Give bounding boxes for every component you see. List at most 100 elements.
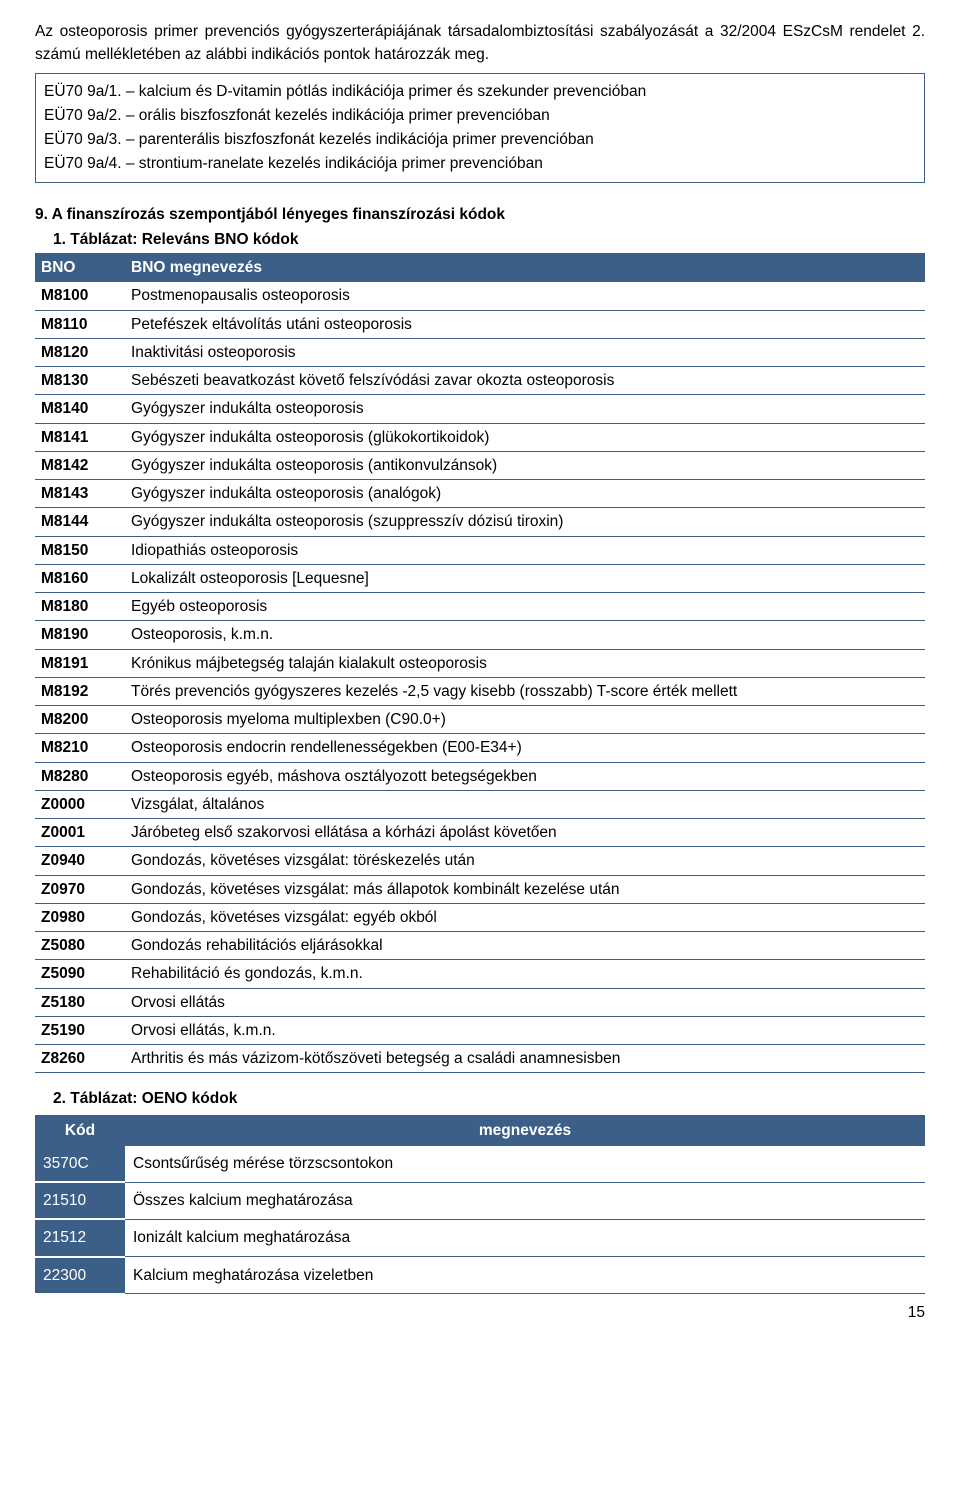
bno-code-cell: M8180 bbox=[35, 593, 125, 621]
bno-code-cell: Z5090 bbox=[35, 960, 125, 988]
table-row: M8141Gyógyszer indukálta osteoporosis (g… bbox=[35, 423, 925, 451]
bno-header-desc: BNO megnevezés bbox=[125, 253, 925, 282]
oeno-desc-cell: Ionizált kalcium meghatározása bbox=[125, 1219, 925, 1256]
bno-header-code: BNO bbox=[35, 253, 125, 282]
oeno-desc-cell: Összes kalcium meghatározása bbox=[125, 1182, 925, 1219]
bno-code-cell: M8200 bbox=[35, 706, 125, 734]
oeno-header-row: Kód megnevezés bbox=[35, 1115, 925, 1146]
table-row: 21510Összes kalcium meghatározása bbox=[35, 1182, 925, 1219]
table-row: M8143Gyógyszer indukálta osteoporosis (a… bbox=[35, 480, 925, 508]
bno-desc-cell: Törés prevenciós gyógyszeres kezelés -2,… bbox=[125, 677, 925, 705]
bno-header-row: BNO BNO megnevezés bbox=[35, 253, 925, 282]
section-9-heading: 9. A finanszírozás szempontjából lényege… bbox=[35, 203, 925, 226]
oeno-code-cell: 21512 bbox=[35, 1219, 125, 1256]
bno-code-cell: M8100 bbox=[35, 282, 125, 310]
bno-desc-cell: Rehabilitáció és gondozás, k.m.n. bbox=[125, 960, 925, 988]
oeno-code-cell: 3570C bbox=[35, 1146, 125, 1182]
bno-code-cell: M8280 bbox=[35, 762, 125, 790]
bno-desc-cell: Lokalizált osteoporosis [Lequesne] bbox=[125, 564, 925, 592]
bno-code-cell: M8192 bbox=[35, 677, 125, 705]
table-row: Z0940Gondozás, követéses vizsgálat: töré… bbox=[35, 847, 925, 875]
table-2-title: 2. Táblázat: OENO kódok bbox=[53, 1087, 925, 1110]
bno-desc-cell: Orvosi ellátás bbox=[125, 988, 925, 1016]
oeno-header-desc: megnevezés bbox=[125, 1115, 925, 1146]
table-row: M8130Sebészeti beavatkozást követő felsz… bbox=[35, 367, 925, 395]
bno-code-cell: Z5080 bbox=[35, 932, 125, 960]
table-row: Z5190Orvosi ellátás, k.m.n. bbox=[35, 1016, 925, 1044]
oeno-desc-cell: Csontsűrűség mérése törzscsontokon bbox=[125, 1146, 925, 1182]
bno-desc-cell: Orvosi ellátás, k.m.n. bbox=[125, 1016, 925, 1044]
bno-code-cell: M8150 bbox=[35, 536, 125, 564]
table-row: Z8260Arthritis és más vázizom-kötőszövet… bbox=[35, 1045, 925, 1073]
table-row: M8144Gyógyszer indukálta osteoporosis (s… bbox=[35, 508, 925, 536]
table-row: M8180Egyéb osteoporosis bbox=[35, 593, 925, 621]
oeno-code-cell: 22300 bbox=[35, 1257, 125, 1294]
table-row: Z5080Gondozás rehabilitációs eljárásokka… bbox=[35, 932, 925, 960]
bno-desc-cell: Postmenopausalis osteoporosis bbox=[125, 282, 925, 310]
table-row: Z0970Gondozás, követéses vizsgálat: más … bbox=[35, 875, 925, 903]
bno-desc-cell: Petefészek eltávolítás utáni osteoporosi… bbox=[125, 310, 925, 338]
bno-code-cell: M8144 bbox=[35, 508, 125, 536]
bno-desc-cell: Járóbeteg első szakorvosi ellátása a kór… bbox=[125, 819, 925, 847]
bno-desc-cell: Osteoporosis, k.m.n. bbox=[125, 621, 925, 649]
box-line-2: EÜ70 9a/2. – orális biszfoszfonát kezelé… bbox=[44, 104, 916, 128]
table-row: 3570CCsontsűrűség mérése törzscsontokon bbox=[35, 1146, 925, 1182]
oeno-desc-cell: Kalcium meghatározása vizeletben bbox=[125, 1257, 925, 1294]
page-number: 15 bbox=[35, 1301, 925, 1324]
table-row: Z0001Járóbeteg első szakorvosi ellátása … bbox=[35, 819, 925, 847]
bno-desc-cell: Egyéb osteoporosis bbox=[125, 593, 925, 621]
table-row: M8190Osteoporosis, k.m.n. bbox=[35, 621, 925, 649]
table-row: 21512Ionizált kalcium meghatározása bbox=[35, 1219, 925, 1256]
bno-code-cell: M8210 bbox=[35, 734, 125, 762]
bno-desc-cell: Inaktivitási osteoporosis bbox=[125, 338, 925, 366]
bno-code-cell: M8190 bbox=[35, 621, 125, 649]
bno-desc-cell: Gyógyszer indukálta osteoporosis (glükok… bbox=[125, 423, 925, 451]
bno-desc-cell: Gondozás rehabilitációs eljárásokkal bbox=[125, 932, 925, 960]
bno-code-cell: M8142 bbox=[35, 451, 125, 479]
table-row: Z0000Vizsgálat, általános bbox=[35, 790, 925, 818]
bno-code-cell: Z5180 bbox=[35, 988, 125, 1016]
table-row: M8191Krónikus májbetegség talaján kialak… bbox=[35, 649, 925, 677]
bno-code-cell: Z8260 bbox=[35, 1045, 125, 1073]
bno-code-cell: M8191 bbox=[35, 649, 125, 677]
bno-desc-cell: Gyógyszer indukálta osteoporosis bbox=[125, 395, 925, 423]
bno-desc-cell: Vizsgálat, általános bbox=[125, 790, 925, 818]
indication-box: EÜ70 9a/1. – kalcium és D-vitamin pótlás… bbox=[35, 73, 925, 183]
table-row: M8120Inaktivitási osteoporosis bbox=[35, 338, 925, 366]
bno-code-cell: Z0980 bbox=[35, 903, 125, 931]
table-row: Z0980Gondozás, követéses vizsgálat: egyé… bbox=[35, 903, 925, 931]
bno-desc-cell: Arthritis és más vázizom-kötőszöveti bet… bbox=[125, 1045, 925, 1073]
bno-code-cell: M8141 bbox=[35, 423, 125, 451]
bno-desc-cell: Osteoporosis endocrin rendellenességekbe… bbox=[125, 734, 925, 762]
page: Az osteoporosis primer prevenciós gyógys… bbox=[0, 0, 960, 1354]
bno-code-cell: Z0000 bbox=[35, 790, 125, 818]
table-1-title: 1. Táblázat: Releváns BNO kódok bbox=[53, 228, 925, 251]
bno-desc-cell: Gyógyszer indukálta osteoporosis (analóg… bbox=[125, 480, 925, 508]
bno-code-cell: M8130 bbox=[35, 367, 125, 395]
box-line-4: EÜ70 9a/4. – strontium-ranelate kezelés … bbox=[44, 152, 916, 176]
bno-desc-cell: Sebészeti beavatkozást követő felszívódá… bbox=[125, 367, 925, 395]
bno-desc-cell: Gondozás, követéses vizsgálat: más állap… bbox=[125, 875, 925, 903]
bno-desc-cell: Idiopathiás osteoporosis bbox=[125, 536, 925, 564]
table-row: M8150Idiopathiás osteoporosis bbox=[35, 536, 925, 564]
bno-desc-cell: Gyógyszer indukálta osteoporosis (antiko… bbox=[125, 451, 925, 479]
bno-code-cell: Z0970 bbox=[35, 875, 125, 903]
bno-code-cell: Z5190 bbox=[35, 1016, 125, 1044]
table-row: M8210Osteoporosis endocrin rendellenessé… bbox=[35, 734, 925, 762]
bno-desc-cell: Gondozás, követéses vizsgálat: egyéb okb… bbox=[125, 903, 925, 931]
box-line-3: EÜ70 9a/3. – parenterális biszfoszfonát … bbox=[44, 128, 916, 152]
table-row: M8142Gyógyszer indukálta osteoporosis (a… bbox=[35, 451, 925, 479]
bno-code-cell: Z0001 bbox=[35, 819, 125, 847]
table-row: M8160Lokalizált osteoporosis [Lequesne] bbox=[35, 564, 925, 592]
bno-code-cell: M8110 bbox=[35, 310, 125, 338]
oeno-table: Kód megnevezés 3570CCsontsűrűség mérése … bbox=[35, 1115, 925, 1295]
table-row: M8200Osteoporosis myeloma multiplexben (… bbox=[35, 706, 925, 734]
table-row: M8110Petefészek eltávolítás utáni osteop… bbox=[35, 310, 925, 338]
table-row: 22300Kalcium meghatározása vizeletben bbox=[35, 1257, 925, 1294]
box-line-1: EÜ70 9a/1. – kalcium és D-vitamin pótlás… bbox=[44, 80, 916, 104]
table-row: M8280Osteoporosis egyéb, máshova osztály… bbox=[35, 762, 925, 790]
bno-code-cell: M8160 bbox=[35, 564, 125, 592]
bno-desc-cell: Gondozás, követéses vizsgálat: töréskeze… bbox=[125, 847, 925, 875]
oeno-code-cell: 21510 bbox=[35, 1182, 125, 1219]
intro-paragraph: Az osteoporosis primer prevenciós gyógys… bbox=[35, 20, 925, 67]
